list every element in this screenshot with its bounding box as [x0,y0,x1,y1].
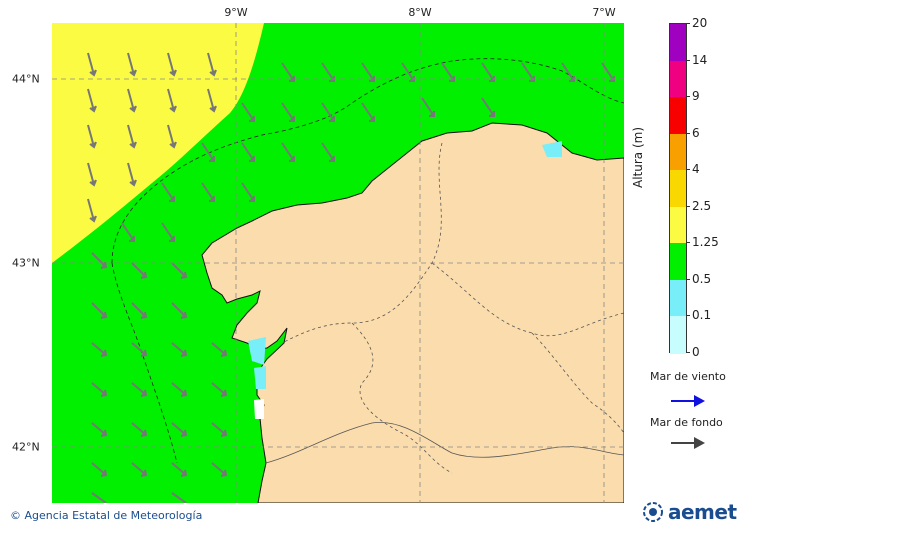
legend-segment [670,316,686,354]
copyright-icon: © [10,509,21,522]
latitude-label: 42°N [12,440,40,454]
legend-tick [686,279,690,280]
aemet-wordmark: aemet [668,500,737,524]
legend-tick [686,242,690,243]
calm-water-ria [254,399,264,419]
arrow-right-icon [671,395,705,407]
legend-tick [686,315,690,316]
legend-segment [670,97,686,134]
legend-level: 0.1 [692,308,712,322]
calm-water-ria [248,337,266,365]
wave-direction-arrows [87,52,615,503]
credits-agency: Agencia Estatal de Meteorología [24,509,203,522]
longitude-label: 9°W [224,6,248,19]
legend-segment [670,280,686,316]
legend-segment [670,24,686,61]
longitude-label: 8°W [408,6,432,19]
legend-level: 9 [692,89,700,103]
legend-segment [670,134,686,170]
legend-tick [686,133,690,134]
calm-water-bay [542,141,562,157]
swell-label: Mar de fondo [650,416,723,429]
legend-segment [670,170,686,207]
graticule [52,23,624,503]
land-area [201,122,624,503]
legend-level: 1.25 [692,235,719,249]
legend-tick [686,169,690,170]
legend-segment [670,61,686,97]
legend-tick [686,206,690,207]
legend-segment [670,243,686,280]
aemet-emblem-icon [643,502,663,522]
sea-area-boundaries [111,262,178,464]
wave-height-colorbar [669,23,687,354]
wave-height-map [52,23,624,503]
legend-level: 2.5 [692,199,712,213]
legend-level: 0 [692,345,700,359]
map-canvas [52,23,624,503]
legend-title: Altura (m) [631,126,645,188]
legend-level: 14 [692,53,708,67]
wind-sea-label: Mar de viento [650,370,726,383]
province-borders [281,142,624,474]
legend-segment [670,207,686,243]
sea-area-boundaries [111,58,624,264]
credits-text: © Agencia Estatal de Meteorología [10,509,202,522]
legend-level: 6 [692,126,700,140]
arrow-right-icon [671,437,705,449]
deep-sea-area [52,23,264,263]
latitude-label: 43°N [12,256,40,270]
legend-tick [686,60,690,61]
legend-level: 4 [692,162,700,176]
legend-level: 0.5 [692,272,712,286]
legend-level: 20 [692,16,708,30]
legend-tick [686,23,690,24]
longitude-label: 7°W [592,6,616,19]
legend-tick [686,96,690,97]
legend-tick [686,352,690,353]
latitude-label: 44°N [12,72,40,86]
aemet-logo: aemet [642,500,737,524]
calm-water-ria [254,366,266,389]
